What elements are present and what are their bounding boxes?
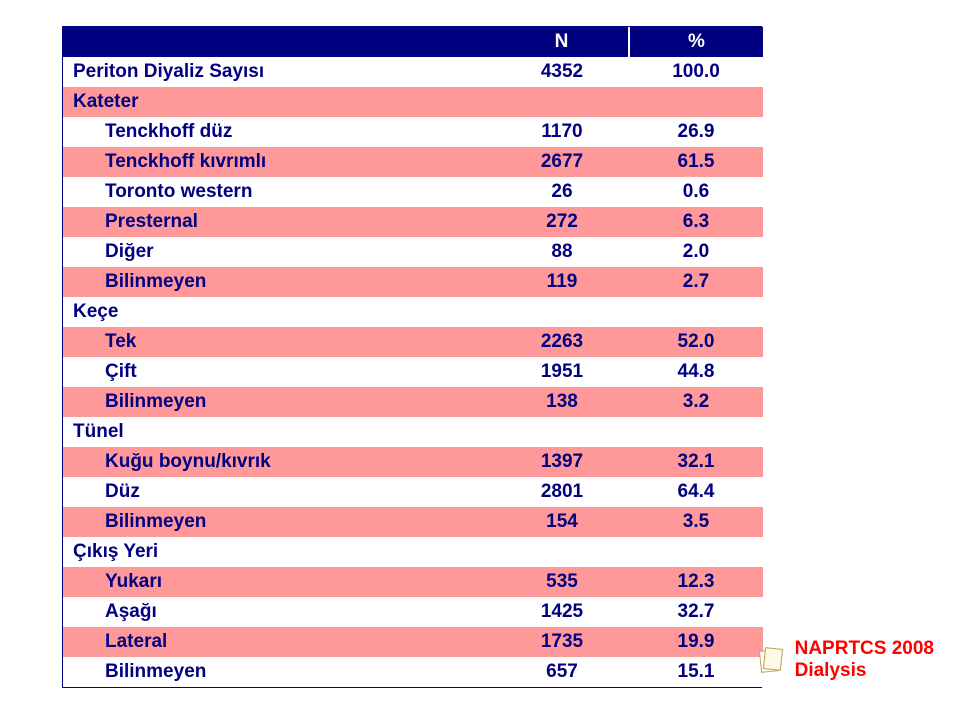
table-row: Yukarı53512.3: [63, 567, 763, 597]
row-label: Tenckhoff düz: [63, 117, 495, 147]
row-pct: 12.3: [629, 567, 763, 597]
table-row: Tenckhoff düz117026.9: [63, 117, 763, 147]
table-row: Toronto western260.6: [63, 177, 763, 207]
table-row: Lateral173519.9: [63, 627, 763, 657]
row-n: [495, 417, 629, 447]
row-n: 1170: [495, 117, 629, 147]
row-n: 1425: [495, 597, 629, 627]
table-row: Kateter: [63, 87, 763, 117]
source-text: NAPRTCS 2008 Dialysis: [795, 638, 934, 682]
row-n: 1397: [495, 447, 629, 477]
row-pct: 19.9: [629, 627, 763, 657]
row-pct: 2.0: [629, 237, 763, 267]
dialysis-table: N % Periton Diyaliz Sayısı4352100.0Katet…: [63, 27, 763, 687]
table-row: Presternal2726.3: [63, 207, 763, 237]
row-label: Bilinmeyen: [63, 507, 495, 537]
table-row: Çift195144.8: [63, 357, 763, 387]
row-pct: 15.1: [629, 657, 763, 687]
row-label: Tenckhoff kıvrımlı: [63, 147, 495, 177]
header-label: [63, 27, 495, 57]
row-n: 2801: [495, 477, 629, 507]
row-pct: [629, 297, 763, 327]
row-label: Tek: [63, 327, 495, 357]
row-pct: 61.5: [629, 147, 763, 177]
row-pct: [629, 537, 763, 567]
row-pct: 64.4: [629, 477, 763, 507]
table-header-row: N %: [63, 27, 763, 57]
row-label: Periton Diyaliz Sayısı: [63, 57, 495, 87]
row-label: Bilinmeyen: [63, 657, 495, 687]
row-label: Çıkış Yeri: [63, 537, 495, 567]
row-pct: 100.0: [629, 57, 763, 87]
row-label: Presternal: [63, 207, 495, 237]
table-row: Bilinmeyen1383.2: [63, 387, 763, 417]
row-label: Aşağı: [63, 597, 495, 627]
row-pct: [629, 87, 763, 117]
row-pct: 52.0: [629, 327, 763, 357]
row-n: [495, 297, 629, 327]
data-table-container: N % Periton Diyaliz Sayısı4352100.0Katet…: [62, 26, 762, 688]
row-n: 119: [495, 267, 629, 297]
header-n: N: [495, 27, 629, 57]
row-pct: 32.7: [629, 597, 763, 627]
row-label: Toronto western: [63, 177, 495, 207]
row-pct: 44.8: [629, 357, 763, 387]
row-n: 4352: [495, 57, 629, 87]
table-row: Düz280164.4: [63, 477, 763, 507]
source-line2: Dialysis: [795, 660, 867, 681]
table-row: Bilinmeyen1543.5: [63, 507, 763, 537]
row-pct: 32.1: [629, 447, 763, 477]
header-pct: %: [629, 27, 763, 57]
row-pct: 0.6: [629, 177, 763, 207]
row-n: [495, 537, 629, 567]
row-pct: 6.3: [629, 207, 763, 237]
row-pct: 2.7: [629, 267, 763, 297]
row-n: 1735: [495, 627, 629, 657]
row-pct: [629, 417, 763, 447]
row-n: 138: [495, 387, 629, 417]
row-label: Bilinmeyen: [63, 387, 495, 417]
table-row: Tenckhoff kıvrımlı267761.5: [63, 147, 763, 177]
row-n: 2677: [495, 147, 629, 177]
row-label: Yukarı: [63, 567, 495, 597]
row-n: 535: [495, 567, 629, 597]
table-row: Diğer882.0: [63, 237, 763, 267]
row-label: Çift: [63, 357, 495, 387]
table-row: Aşağı142532.7: [63, 597, 763, 627]
row-label: Diğer: [63, 237, 495, 267]
table-row: Kuğu boynu/kıvrık139732.1: [63, 447, 763, 477]
table-row: Tek226352.0: [63, 327, 763, 357]
row-label: Tünel: [63, 417, 495, 447]
table-row: Bilinmeyen1192.7: [63, 267, 763, 297]
row-label: Kuğu boynu/kıvrık: [63, 447, 495, 477]
row-label: Düz: [63, 477, 495, 507]
row-label: Bilinmeyen: [63, 267, 495, 297]
row-n: 26: [495, 177, 629, 207]
row-n: 2263: [495, 327, 629, 357]
row-pct: 26.9: [629, 117, 763, 147]
row-label: Keçe: [63, 297, 495, 327]
table-row: Keçe: [63, 297, 763, 327]
source-line1: NAPRTCS 2008: [795, 638, 934, 659]
row-pct: 3.2: [629, 387, 763, 417]
row-pct: 3.5: [629, 507, 763, 537]
row-label: Kateter: [63, 87, 495, 117]
table-row: Periton Diyaliz Sayısı4352100.0: [63, 57, 763, 87]
source-citation: NAPRTCS 2008 Dialysis: [757, 638, 934, 682]
row-label: Lateral: [63, 627, 495, 657]
row-n: 657: [495, 657, 629, 687]
table-body: Periton Diyaliz Sayısı4352100.0KateterTe…: [63, 57, 763, 687]
table-row: Bilinmeyen65715.1: [63, 657, 763, 687]
table-row: Tünel: [63, 417, 763, 447]
row-n: 272: [495, 207, 629, 237]
row-n: 154: [495, 507, 629, 537]
row-n: [495, 87, 629, 117]
row-n: 88: [495, 237, 629, 267]
table-row: Çıkış Yeri: [63, 537, 763, 567]
pages-icon: [757, 648, 785, 672]
row-n: 1951: [495, 357, 629, 387]
